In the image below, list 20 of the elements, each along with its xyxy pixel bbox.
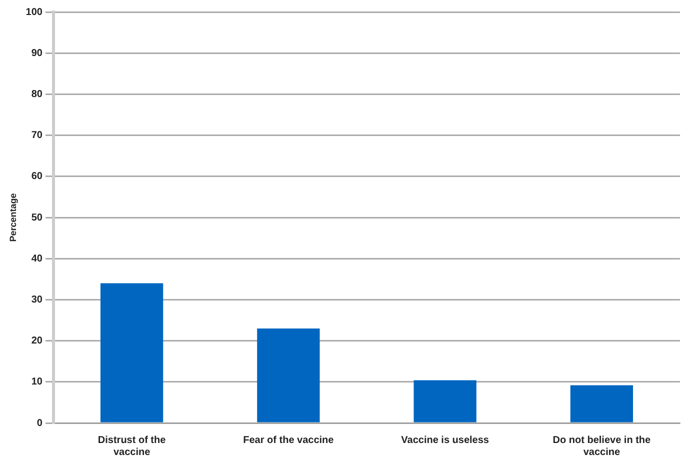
x-tick-label: Distrust of the vaccine bbox=[98, 434, 166, 458]
x-tick-label: Vaccine is useless bbox=[401, 434, 490, 446]
y-tick-label: 90 bbox=[31, 48, 43, 59]
x-tick-label: Fear of the vaccine bbox=[243, 434, 334, 446]
y-tick-label: 60 bbox=[31, 171, 43, 182]
bar bbox=[100, 283, 164, 422]
x-tick-label: Do not believe in the vaccine bbox=[552, 434, 652, 458]
y-tick-label: 70 bbox=[31, 130, 43, 142]
bar bbox=[414, 380, 476, 422]
y-tick-label: 10 bbox=[31, 376, 43, 388]
y-tick-label: 50 bbox=[31, 212, 43, 224]
y-tick-label: 80 bbox=[31, 88, 43, 100]
bar bbox=[570, 385, 634, 422]
y-tick-label: 0 bbox=[36, 418, 43, 429]
y-axis-title: Percentage bbox=[8, 193, 18, 242]
y-tick-label: 30 bbox=[31, 294, 43, 306]
y-tick-label: 20 bbox=[31, 336, 43, 347]
bar bbox=[257, 328, 320, 422]
y-tick-label: 40 bbox=[31, 253, 43, 264]
y-tick-label: 100 bbox=[26, 6, 43, 18]
